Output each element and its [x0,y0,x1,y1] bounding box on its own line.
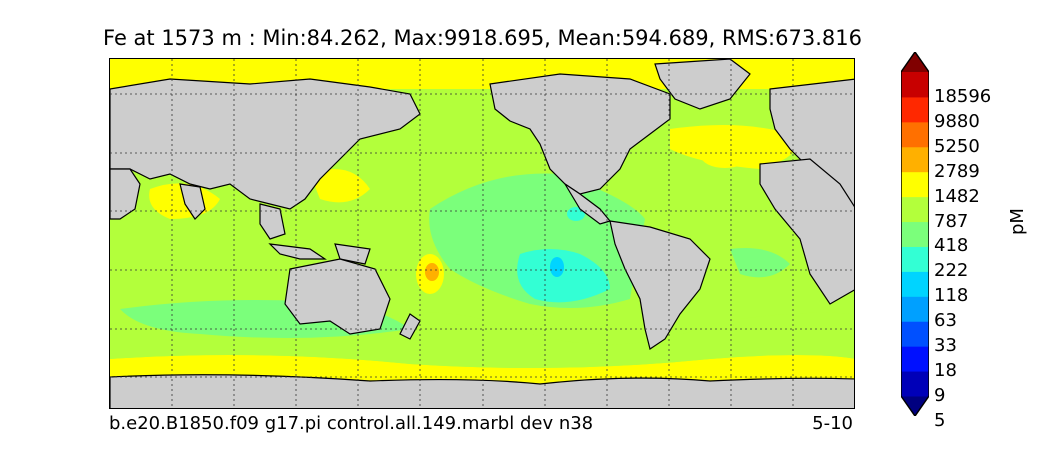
colorbar-cell [901,296,929,322]
graticule [110,59,854,408]
colorbar-extend-high [901,52,929,72]
south-america-land [609,220,711,350]
colorbar-cell [901,146,929,173]
australia-land [284,258,391,335]
colorbar-tick-label: 418 [934,235,969,257]
hotspot-east-australia-core [425,263,439,281]
new-guinea-land [334,243,371,265]
colorbar-tick-label: 787 [934,210,969,232]
pacific-cyan-spot [567,207,585,221]
new-zealand-land [399,313,421,340]
colorbar-tick-label: 5250 [934,135,980,157]
colorbar-tick-label: 5 [934,409,946,431]
colorbar-cell [901,221,929,247]
colorbar-cell [901,171,929,198]
north-america-land [489,73,671,195]
case-name-label: b.e20.B1850.f09 g17.pi control.all.149.m… [109,413,594,434]
asia-land [110,78,421,210]
colorbar-tick-label: 18596 [934,85,992,107]
map-canvas [110,59,854,408]
hotspot-northwest-pacific [310,169,370,203]
se-asia-land [259,203,286,240]
pacific-blue-spot [550,257,564,277]
antarctica-land [110,374,854,408]
colorbar-tick-label: 9880 [934,110,980,132]
colorbar-cell [901,96,929,123]
india-land [179,183,206,220]
colorbar-cell [901,371,929,397]
colorbar [901,52,929,416]
indonesia-land [268,243,327,260]
years-label: 5-10 [812,413,853,434]
colorbar-tick-label: 18 [934,360,957,382]
colorbar-cell [901,246,929,272]
colorbar-tick-label: 63 [934,310,957,332]
africa-land [759,158,854,305]
colorbar-cell [901,72,929,98]
colorbar-tick-label: 222 [934,260,969,282]
colorbar-cell [901,196,929,223]
colorbar-cell [901,346,929,372]
pacific-cyan-region [517,249,610,303]
colorbar-extend-low [901,396,929,416]
colorbar-tick-label: 33 [934,335,957,357]
colorbar-tick-label: 1482 [934,185,980,207]
north-atlantic-yellow [670,125,796,169]
ocean-map [109,58,855,409]
colorbar-unit-label: pM [1007,208,1028,235]
africa-east-edge [110,168,141,220]
colorbar-cell [901,271,929,297]
colorbar-cell [901,121,929,148]
greenland-land [654,59,751,110]
colorbar-cell [901,321,929,347]
plot-title: Fe at 1573 m : Min:84.262, Max:9918.695,… [103,26,862,50]
colorbar-tick-label: 118 [934,285,969,307]
colorbar-tick-label: 2789 [934,160,980,182]
colorbar-tick-label: 9 [934,385,946,406]
